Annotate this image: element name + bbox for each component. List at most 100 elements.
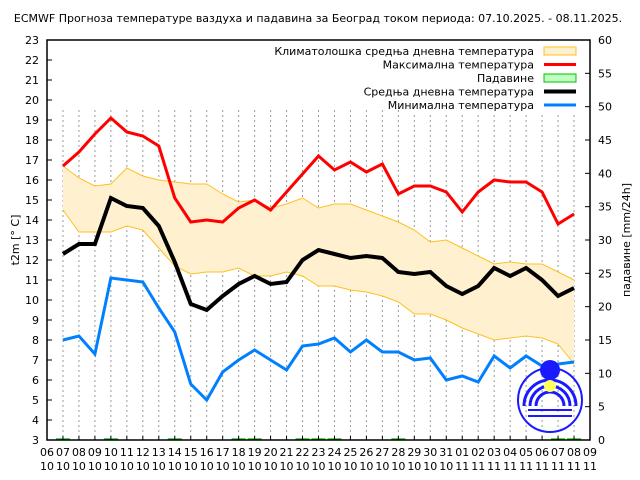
x-tick-day: 08 <box>567 446 581 459</box>
x-tick-day: 06 <box>40 446 54 459</box>
x-tick-month: 10 <box>248 460 262 473</box>
x-tick-day: 12 <box>136 446 150 459</box>
y-tick-label: 3 <box>32 434 39 447</box>
x-tick-month: 11 <box>583 460 597 473</box>
legend-label: Минимална температура <box>388 99 534 112</box>
x-tick-day: 31 <box>439 446 453 459</box>
series-line <box>61 115 575 227</box>
x-tick-month: 10 <box>296 460 310 473</box>
x-tick-day: 04 <box>503 446 517 459</box>
x-tick-day: 28 <box>391 446 405 459</box>
x-tick-day: 16 <box>200 446 214 459</box>
x-tick-day: 14 <box>168 446 182 459</box>
x-tick-day: 10 <box>104 446 118 459</box>
y2-tick-label: 55 <box>598 67 612 80</box>
x-tick-month: 11 <box>551 460 565 473</box>
x-tick-day: 19 <box>248 446 262 459</box>
y-tick-label: 22 <box>25 54 39 67</box>
x-tick-day: 08 <box>72 446 86 459</box>
y-tick-label: 18 <box>25 134 39 147</box>
y2-tick-label: 20 <box>598 301 612 314</box>
x-tick-month: 10 <box>72 460 86 473</box>
y2-tick-label: 0 <box>598 434 605 447</box>
x-tick-month: 10 <box>40 460 54 473</box>
y-tick-label: 21 <box>25 74 39 87</box>
y2-tick-label: 30 <box>598 234 612 247</box>
y-tick-label: 14 <box>25 214 39 227</box>
y-tick-label: 10 <box>25 294 39 307</box>
y-tick-label: 16 <box>25 174 39 187</box>
y2-tick-label: 10 <box>598 367 612 380</box>
x-tick-month: 10 <box>264 460 278 473</box>
y-tick-label: 19 <box>25 114 39 127</box>
x-tick-month: 11 <box>535 460 549 473</box>
x-tick-day: 23 <box>312 446 326 459</box>
x-tick-day: 05 <box>519 446 533 459</box>
x-tick-day: 18 <box>232 446 246 459</box>
y2-tick-label: 35 <box>598 201 612 214</box>
y-tick-label: 20 <box>25 94 39 107</box>
y2-tick-label: 25 <box>598 267 612 280</box>
legend-swatch <box>543 46 577 56</box>
x-tick-month: 10 <box>439 460 453 473</box>
x-tick-day: 07 <box>551 446 565 459</box>
climate-lower-line <box>62 209 575 365</box>
y-tick-label: 8 <box>32 334 39 347</box>
x-tick-day: 11 <box>120 446 134 459</box>
y-tick-label: 23 <box>25 34 39 47</box>
y2-tick-label: 40 <box>598 167 612 180</box>
y2-tick-label: 60 <box>598 34 612 47</box>
x-tick-month: 10 <box>184 460 198 473</box>
x-tick-day: 22 <box>296 446 310 459</box>
legend-label: Климатолошка средња дневна температура <box>274 45 534 58</box>
y-tick-label: 11 <box>25 274 39 287</box>
x-tick-month: 10 <box>375 460 389 473</box>
x-tick-day: 17 <box>216 446 230 459</box>
x-tick-day: 30 <box>423 446 437 459</box>
x-tick-day: 29 <box>407 446 421 459</box>
x-tick-month: 10 <box>216 460 230 473</box>
x-tick-month: 10 <box>327 460 341 473</box>
x-tick-month: 11 <box>487 460 501 473</box>
y-tick-label: 9 <box>32 314 39 327</box>
x-tick-day: 20 <box>264 446 278 459</box>
x-tick-month: 11 <box>455 460 469 473</box>
climate-band <box>62 166 575 364</box>
x-tick-month: 10 <box>136 460 150 473</box>
x-tick-month: 10 <box>120 460 134 473</box>
x-tick-month: 11 <box>567 460 581 473</box>
x-tick-day: 07 <box>56 446 70 459</box>
y-tick-label: 13 <box>25 234 39 247</box>
x-tick-month: 10 <box>168 460 182 473</box>
legend-label: Максимална температура <box>383 59 534 72</box>
x-tick-day: 24 <box>327 446 341 459</box>
x-tick-day: 09 <box>583 446 597 459</box>
logo <box>517 360 583 433</box>
legend-swatch <box>543 73 577 83</box>
y-tick-label: 6 <box>32 374 39 387</box>
x-tick-day: 25 <box>343 446 357 459</box>
y2-tick-label: 5 <box>598 401 605 414</box>
y-tick-label: 7 <box>32 354 39 367</box>
series-line <box>62 276 575 403</box>
x-tick-month: 11 <box>519 460 533 473</box>
x-tick-month: 10 <box>280 460 294 473</box>
y2-tick-label: 45 <box>598 134 612 147</box>
x-tick-day: 06 <box>535 446 549 459</box>
x-tick-month: 11 <box>503 460 517 473</box>
x-tick-month: 10 <box>391 460 405 473</box>
x-tick-month: 10 <box>232 460 246 473</box>
chart-title: ECMWF Прогноза температуре ваздуха и пад… <box>14 12 622 25</box>
y-tick-label: 12 <box>25 254 39 267</box>
x-tick-month: 10 <box>152 460 166 473</box>
series-line <box>61 195 575 313</box>
x-tick-month: 10 <box>312 460 326 473</box>
x-tick-month: 10 <box>104 460 118 473</box>
x-tick-day: 27 <box>375 446 389 459</box>
x-tick-month: 11 <box>471 460 485 473</box>
y2-tick-label: 50 <box>598 101 612 114</box>
climate-upper-line <box>62 165 575 281</box>
x-tick-day: 13 <box>152 446 166 459</box>
y-tick-label: 5 <box>32 394 39 407</box>
